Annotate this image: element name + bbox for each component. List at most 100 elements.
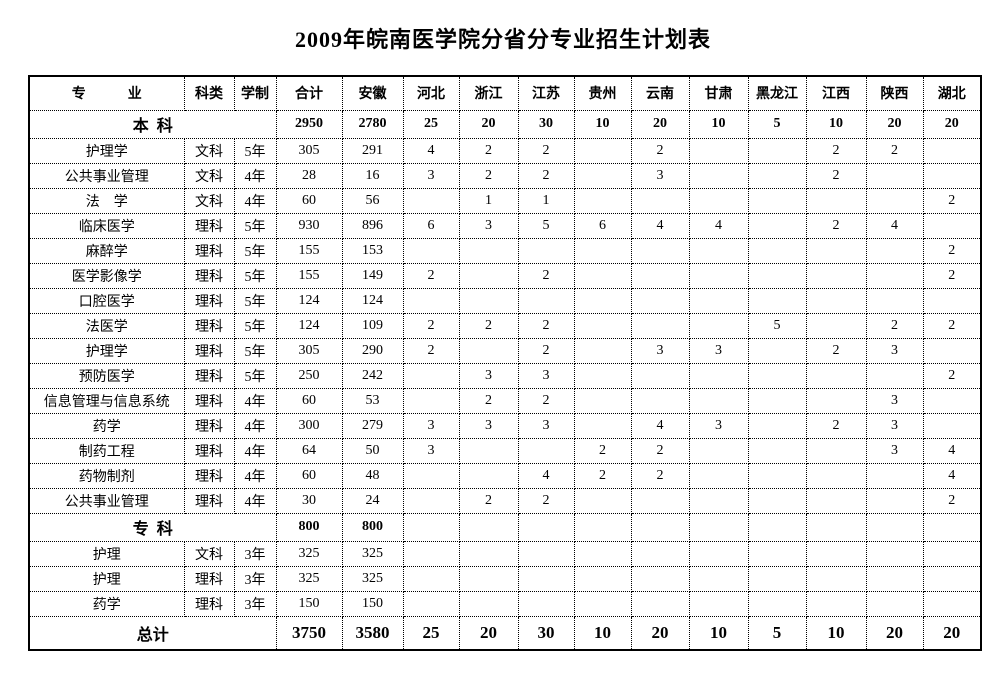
- cell-category: 理科: [183, 590, 235, 617]
- cell-value: [630, 565, 690, 592]
- cell-value: 325: [275, 540, 343, 567]
- cell-value: [573, 312, 632, 339]
- cell-value: 25: [402, 615, 460, 651]
- cell-major: 制药工程: [28, 437, 185, 464]
- table-body: 专 业科类 学制 合计 安徽 河北 浙江 江苏 贵州 云南 甘肃 黑龙江 江西 陕西 湖北 本 科 2950…: [28, 75, 982, 651]
- cell-value: [865, 162, 924, 189]
- cell-value: 3750: [275, 615, 343, 651]
- cell-value: [922, 137, 982, 164]
- column-header: 陕西: [865, 75, 924, 111]
- cell-major: 麻醉学: [28, 237, 185, 264]
- cell-major: 医学影像学: [28, 262, 185, 289]
- cell-value: 10: [573, 615, 632, 651]
- cell-value: 60: [275, 387, 343, 414]
- cell-value: 300: [275, 412, 343, 439]
- cell-value: 150: [275, 590, 343, 617]
- cell-category: 理科: [183, 462, 235, 489]
- cell-duration: 5年: [233, 312, 277, 339]
- cell-value: 1: [458, 187, 519, 214]
- cell-duration: 3年: [233, 540, 277, 567]
- cell-value: 10: [573, 109, 632, 139]
- cell-value: [517, 565, 575, 592]
- cell-value: [630, 362, 690, 389]
- cell-value: 930: [275, 212, 343, 239]
- cell-value: [630, 237, 690, 264]
- cell-value: 1: [517, 187, 575, 214]
- cell-value: 291: [341, 137, 404, 164]
- cell-value: 10: [688, 109, 749, 139]
- cell-value: [805, 362, 867, 389]
- cell-value: 2: [922, 362, 982, 389]
- cell-duration: 4年: [233, 387, 277, 414]
- cell-value: 2: [805, 337, 867, 364]
- cell-value: 5: [747, 312, 807, 339]
- cell-value: 155: [275, 237, 343, 264]
- table-row: 药学 理科 3年 150 150: [28, 590, 982, 617]
- cell-value: 60: [275, 187, 343, 214]
- table-row: 护理学 理科 5年 305 290 2 2 3 3 2 3: [28, 337, 982, 364]
- cell-value: [805, 512, 867, 542]
- cell-value: 20: [865, 615, 924, 651]
- column-header: 甘肃: [688, 75, 749, 111]
- cell-value: [865, 237, 924, 264]
- cell-value: [747, 187, 807, 214]
- cell-major: 药物制剂: [28, 462, 185, 489]
- cell-value: [517, 437, 575, 464]
- cell-duration: 4年: [233, 412, 277, 439]
- cell-duration: 4年: [233, 162, 277, 189]
- cell-value: [865, 540, 924, 567]
- cell-value: [747, 412, 807, 439]
- cell-value: 48: [341, 462, 404, 489]
- cell-value: 2: [922, 237, 982, 264]
- cell-value: 5: [517, 212, 575, 239]
- column-header: 江苏: [517, 75, 575, 111]
- cell-value: [402, 487, 460, 514]
- cell-value: [517, 540, 575, 567]
- cell-value: [458, 565, 519, 592]
- cell-value: [458, 512, 519, 542]
- cell-value: [688, 262, 749, 289]
- cell-value: 4: [517, 462, 575, 489]
- cell-value: 20: [922, 109, 982, 139]
- cell-value: 155: [275, 262, 343, 289]
- cell-value: [630, 590, 690, 617]
- cell-value: 2: [517, 487, 575, 514]
- cell-value: [573, 187, 632, 214]
- cell-value: 2: [458, 312, 519, 339]
- cell-value: [688, 237, 749, 264]
- cell-value: [747, 487, 807, 514]
- cell-value: 3: [688, 412, 749, 439]
- cell-value: 2780: [341, 109, 404, 139]
- cell-value: [402, 237, 460, 264]
- cell-value: 2: [630, 462, 690, 489]
- cell-value: 4: [922, 462, 982, 489]
- cell-value: [865, 487, 924, 514]
- cell-value: 2: [922, 262, 982, 289]
- cell-value: 2: [922, 312, 982, 339]
- cell-value: 3: [630, 162, 690, 189]
- cell-value: [458, 540, 519, 567]
- table-row: 药学 理科 4年 300 279 3 3 3 4 3 2 3: [28, 412, 982, 439]
- cell-major: 法 学: [28, 187, 185, 214]
- cell-value: [402, 462, 460, 489]
- table-row: 临床医学 理科 5年 930 896 6 3 5 6 4 4 2 4: [28, 212, 982, 239]
- cell-value: 20: [458, 615, 519, 651]
- column-header: 贵州: [573, 75, 632, 111]
- cell-value: 2: [402, 312, 460, 339]
- cell-value: [458, 287, 519, 314]
- cell-value: [747, 237, 807, 264]
- column-header: 江西: [805, 75, 867, 111]
- table-row: 医学影像学 理科 5年 155 149 2 2 2: [28, 262, 982, 289]
- cell-category: 理科: [183, 337, 235, 364]
- cell-value: [688, 287, 749, 314]
- cell-value: [922, 162, 982, 189]
- table-row: 口腔医学 理科 5年 124 124: [28, 287, 982, 314]
- cell-value: [747, 212, 807, 239]
- table-row: 麻醉学 理科 5年 155 153 2: [28, 237, 982, 264]
- cell-value: 896: [341, 212, 404, 239]
- cell-value: [573, 412, 632, 439]
- cell-value: 20: [865, 109, 924, 139]
- cell-value: 60: [275, 462, 343, 489]
- cell-value: [688, 462, 749, 489]
- cell-value: 50: [341, 437, 404, 464]
